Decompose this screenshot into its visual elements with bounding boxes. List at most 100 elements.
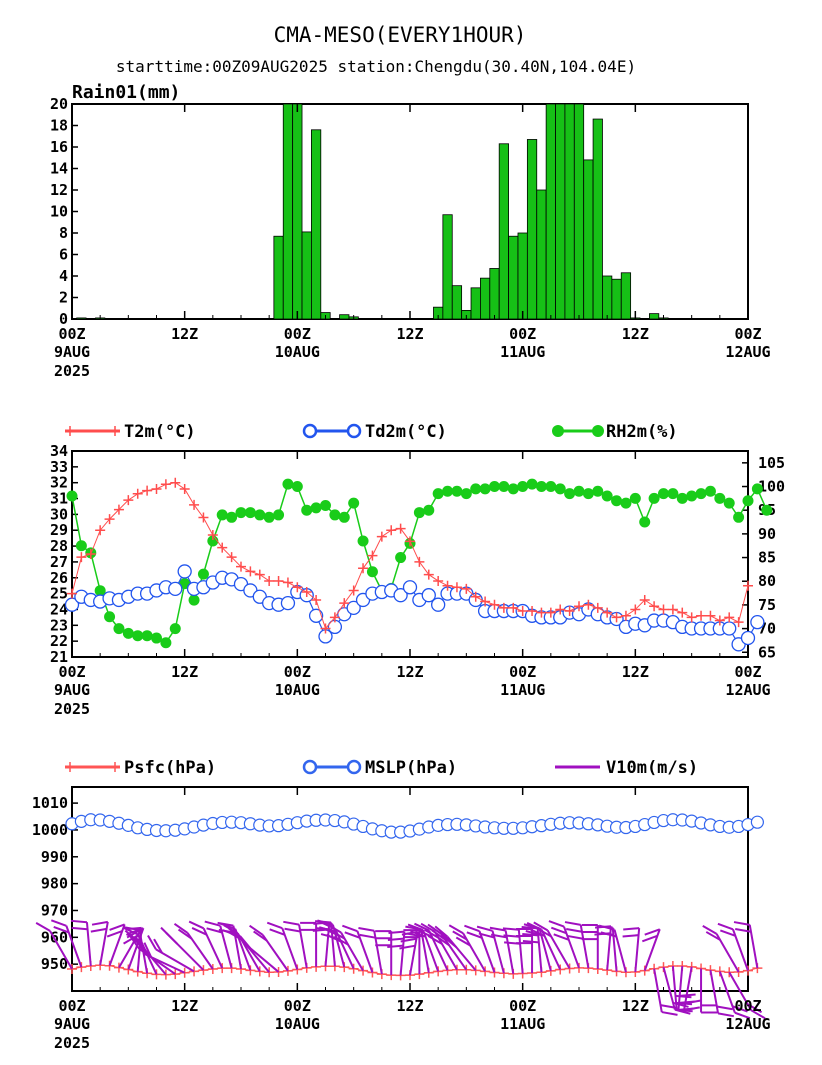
rh-y-tick-label: 75 [758,596,776,614]
rh2m-point [104,611,116,623]
temperature-point [705,610,716,621]
temperature-point [489,599,500,610]
rain-bar [526,139,538,320]
rh2m-point [704,485,716,497]
wind-barb-feather [567,934,584,940]
wind-barb-feather [490,933,508,939]
rh2m-point [226,511,238,523]
wind-barb-staff [643,928,661,971]
rh2m-point [686,490,698,502]
psfc-point [348,963,359,974]
wind-barb-staff [440,933,468,971]
temperature-point [677,607,688,618]
legend-t2m-marker [65,426,75,436]
wind-barb-feather [217,921,234,927]
pressure-x-day-label: 12AUG [725,1015,770,1033]
temp-y-tick-label: 24 [50,600,68,618]
wind-barb-feather [233,930,246,945]
pressure-y-tick-label: 1000 [32,821,68,839]
psfc-point [76,962,87,973]
wind-barb-feather [489,926,506,932]
temperature-point [254,569,265,580]
temperature-line [71,482,749,630]
wind-barb-feather [50,919,67,927]
rain-y-tick-label: 10 [50,203,68,221]
wind-barb-feather [717,1012,735,1018]
rh2m-point [310,502,322,514]
wind-barb-feather [388,930,405,934]
temp-x-tick-label: 00Z [284,663,311,681]
legend-t2m-marker [110,426,120,436]
wind-barb-feather [253,930,268,942]
temperature-point [442,580,453,591]
wind-barb-feather [466,931,483,939]
mslp-point [750,815,764,829]
wind-barb-feather [683,1006,700,1012]
rh2m-point [282,478,294,490]
wind-barb-feather [358,926,375,932]
temperature-point [236,561,246,572]
temp-x-year-label: 2025 [54,700,90,718]
wind-barb-feather [525,930,542,937]
temperature-point [564,606,575,617]
td2m-point [177,564,192,579]
wind-barb-feather [359,933,376,939]
wind-barb-feather [123,934,138,945]
wind-barb-feather [206,927,223,934]
rain-x-tick-label: 12Z [171,325,198,343]
wind-barb-feather [91,920,108,926]
temperature-point [405,536,415,547]
wind-barb-group [35,919,766,1020]
temp-x-day-label: 10AUG [275,681,320,699]
wind-barb-feather [188,920,205,930]
legend-psfc-label: Psfc(hPa) [124,758,216,778]
wind-barb-staff [546,929,571,969]
wind-barb-feather [137,939,146,955]
rain-x-tick-label: 12Z [622,325,649,343]
rain-x-day-label: 12AUG [725,343,770,361]
rh2m-point [545,481,557,493]
temperature-point [611,612,622,623]
temperature-point [724,612,735,623]
temperature-point [282,577,293,588]
temp-y-tick-label: 25 [50,585,68,603]
rh2m-point [235,507,247,519]
rh2m-point [451,485,463,497]
psfc-point [67,963,77,974]
wind-barb-staff [715,933,740,973]
wind-barb-feather [106,930,123,938]
psfc-point [489,967,500,978]
wind-barb-feather [147,935,157,950]
rh2m-point [620,497,632,509]
legend-mslp-label: MSLP(hPa) [365,758,457,778]
rain-bar [517,232,528,320]
td2m-point [402,580,418,595]
wind-barb-feather [675,994,692,999]
wind-barb-feather [70,919,88,924]
wind-barb-feather [644,928,661,936]
wind-barb-feather [431,929,446,941]
temperature-point [517,606,528,617]
wind-barb-feather [407,923,424,931]
rh2m-point [554,483,566,495]
wind-barb-staff [340,931,364,972]
temp-y-tick-label: 32 [50,474,68,492]
td2m-point [431,597,446,612]
wind-barb-feather [452,930,468,941]
wind-barb-feather [387,944,404,949]
temperature-point [480,596,491,607]
wind-barb-feather [387,937,404,942]
rain-panel-frame [71,103,749,320]
rh2m-point [592,485,604,497]
pressure-x-tick-label: 00Z [509,997,536,1015]
temperature-point [151,484,162,495]
rain-bar [583,159,594,320]
wind-barb-staff [653,968,663,1013]
rh2m-point [169,623,181,635]
psfc-point [245,965,256,976]
wind-barb-staff [728,971,753,1011]
wind-barb-feather [747,1003,763,1014]
psfc-point [442,965,453,976]
wind-barb-feather [735,928,752,933]
rh2m-point [517,481,529,493]
